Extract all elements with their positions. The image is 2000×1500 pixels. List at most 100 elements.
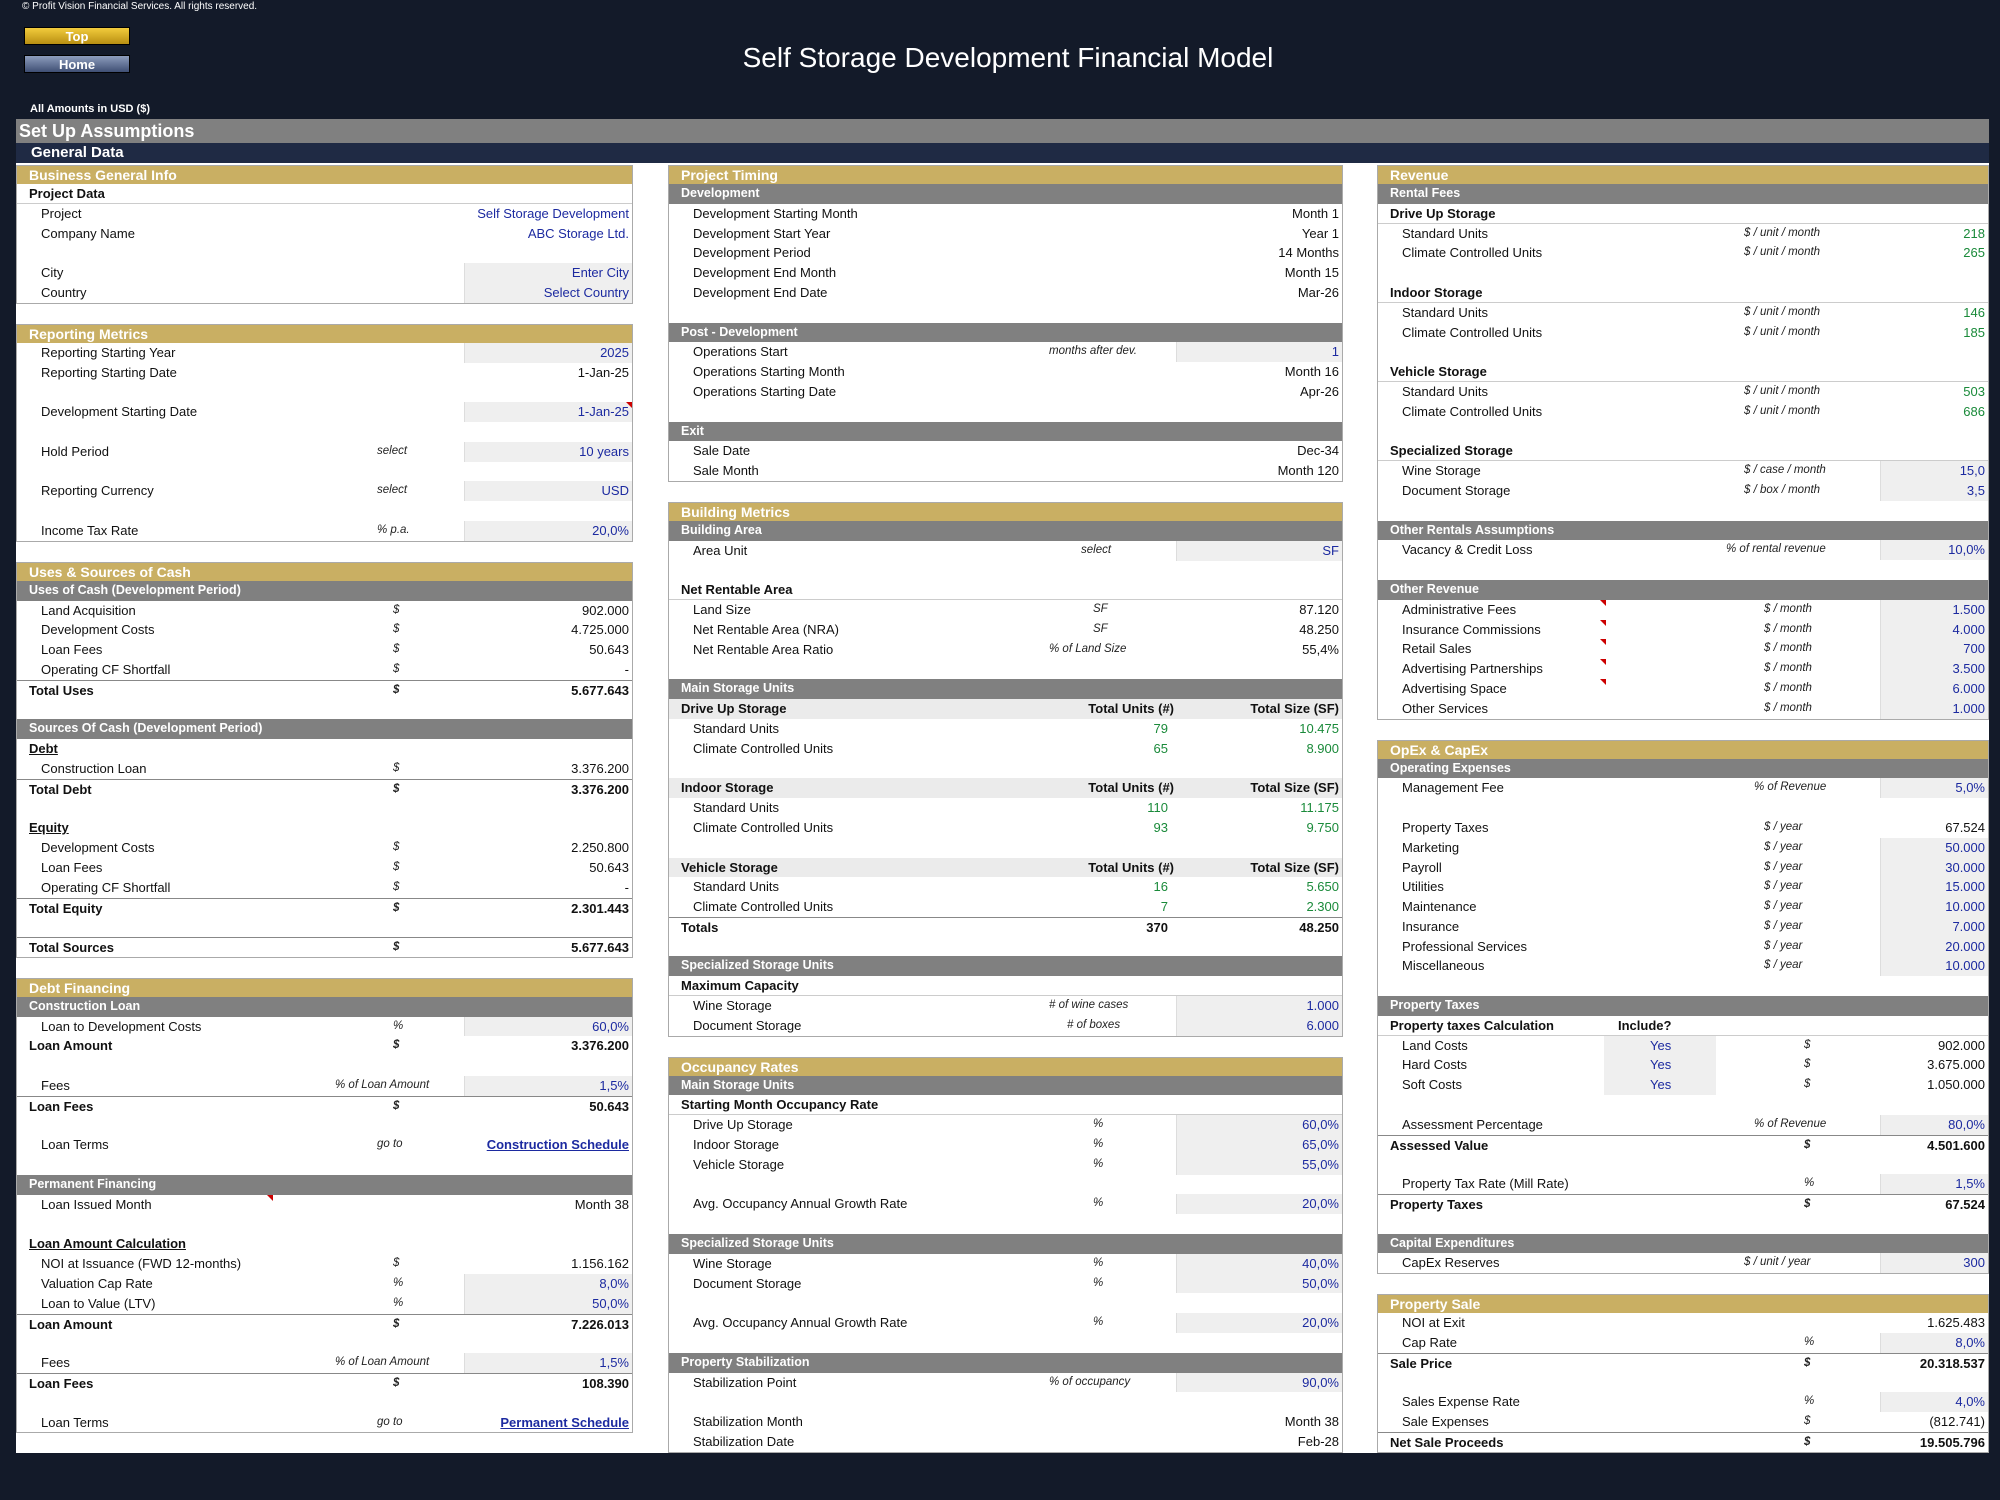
- include-select[interactable]: Yes: [1650, 1057, 1672, 1073]
- vacancy-input[interactable]: 10,0%: [1948, 542, 1985, 558]
- spacer: [17, 700, 632, 720]
- sale-price-row: Sale Price $20.318.537: [1378, 1352, 1988, 1373]
- unit-label: % of Revenue: [1754, 1117, 1827, 1130]
- construction-schedule-link[interactable]: Construction Schedule: [486, 1137, 629, 1153]
- p-loan-amount-row: Loan Amount $7.226.013: [17, 1313, 632, 1334]
- comment-marker-icon[interactable]: [1600, 619, 1606, 626]
- wine-cap-input[interactable]: 1.000: [1306, 998, 1339, 1014]
- dev-date-input[interactable]: 1-Jan-25: [577, 404, 629, 420]
- other-rev-input[interactable]: 1.000: [1952, 700, 1985, 716]
- permanent-schedule-link[interactable]: Permanent Schedule: [500, 1414, 629, 1430]
- row-label: Loan Amount Calculation: [29, 1236, 186, 1252]
- p-fees-row: Fees % of Loan Amount 1,5%: [17, 1353, 632, 1374]
- opex-input[interactable]: 10.000: [1945, 899, 1985, 915]
- group-label: Vehicle Storage: [681, 859, 778, 875]
- sources-row: Operating CF Shortfall $ -: [17, 878, 632, 898]
- other-rev-input[interactable]: 4.000: [1952, 621, 1985, 637]
- row-label: Country: [41, 284, 87, 300]
- spacer: [1378, 798, 1988, 818]
- unit-label: # of boxes: [1067, 1018, 1121, 1031]
- growth-input[interactable]: 20,0%: [1302, 1196, 1339, 1212]
- opex-input[interactable]: 15.000: [1945, 879, 1985, 895]
- comment-marker-icon[interactable]: [1600, 599, 1606, 606]
- top-button[interactable]: Top: [24, 27, 130, 45]
- ltv-input[interactable]: 50,0%: [592, 1295, 629, 1311]
- doc-cap-input[interactable]: 6.000: [1306, 1017, 1339, 1033]
- row-label: Marketing: [1402, 839, 1460, 855]
- spacer: [1378, 422, 1988, 442]
- ltdc-input[interactable]: 60,0%: [592, 1018, 629, 1034]
- opex-input[interactable]: 30.000: [1945, 859, 1985, 875]
- row-label: Wine Storage: [1402, 463, 1481, 479]
- section-header: Reporting Metrics: [17, 324, 632, 343]
- spacer: [669, 1333, 1342, 1353]
- cap-input[interactable]: 8,0%: [599, 1276, 629, 1292]
- growth-input[interactable]: 20,0%: [1302, 1315, 1339, 1331]
- other-rev-input[interactable]: 3.500: [1952, 661, 1985, 677]
- other-rev-input[interactable]: 700: [1963, 641, 1985, 657]
- city-input[interactable]: Enter City: [571, 265, 629, 281]
- rent-row: Climate Controlled Units $ / unit / month…: [1378, 323, 1988, 343]
- doc-rent-input[interactable]: 3,5: [1966, 482, 1985, 498]
- stab-point-input[interactable]: 90,0%: [1302, 1374, 1339, 1390]
- comment-marker-icon[interactable]: [1600, 678, 1606, 685]
- occ-input[interactable]: 50,0%: [1302, 1275, 1339, 1291]
- opex-input[interactable]: 10.000: [1945, 958, 1985, 974]
- other-rev-input[interactable]: 6.000: [1952, 680, 1985, 696]
- unit-label: $: [393, 1039, 400, 1052]
- wine-rent-input[interactable]: 15,0: [1959, 463, 1985, 479]
- capex-input[interactable]: 300: [1963, 1255, 1985, 1271]
- comment-marker-icon[interactable]: [1600, 659, 1606, 666]
- column-header: Total Units (#): [1088, 701, 1174, 717]
- tax-input[interactable]: 20,0%: [592, 522, 629, 538]
- company-value[interactable]: ABC Storage Ltd.: [527, 225, 629, 241]
- currency-select[interactable]: USD: [601, 483, 629, 499]
- comment-marker-icon[interactable]: [1600, 639, 1606, 646]
- input-cell: [464, 1293, 632, 1314]
- opex-input[interactable]: 20.000: [1945, 938, 1985, 954]
- cap-rate-input[interactable]: 8,0%: [1955, 1335, 1985, 1351]
- ops-start-input[interactable]: 1: [1331, 344, 1339, 360]
- ptaxes-row: Property Taxes $67.524: [1378, 1194, 1988, 1214]
- hold-select[interactable]: 10 years: [579, 443, 629, 459]
- input-cell: [1880, 936, 1988, 957]
- value: Month 15: [1284, 265, 1339, 281]
- occ-input[interactable]: 65,0%: [1302, 1137, 1339, 1153]
- timing-row: Sale Date Dec-34: [669, 441, 1342, 461]
- other-rev-row: Retail Sales $ / month 700: [1378, 639, 1988, 660]
- include-select[interactable]: Yes: [1650, 1077, 1672, 1093]
- unit-label: $: [393, 1317, 400, 1330]
- unit-label: $ / unit / month: [1744, 404, 1821, 417]
- project-value[interactable]: Self Storage Development: [477, 205, 629, 221]
- row-label: Avg. Occupancy Annual Growth Rate: [693, 1196, 908, 1212]
- input-cell: [1176, 1115, 1342, 1136]
- ptax-row: Soft Costs Yes $1.050.000: [1378, 1075, 1988, 1096]
- occ-input[interactable]: 60,0%: [1302, 1117, 1339, 1133]
- left-column: Business General Info Project Data Proje…: [16, 165, 633, 1453]
- include-select[interactable]: Yes: [1650, 1037, 1672, 1053]
- mgmt-input[interactable]: 5,0%: [1955, 780, 1985, 796]
- unit-label: $: [393, 941, 400, 954]
- area-unit-select[interactable]: SF: [1322, 542, 1339, 558]
- mill-input[interactable]: 1,5%: [1955, 1176, 1985, 1192]
- other-rev-input[interactable]: 1.500: [1952, 601, 1985, 617]
- fees-input[interactable]: 1,5%: [599, 1078, 629, 1094]
- opex-input[interactable]: 50.000: [1945, 839, 1985, 855]
- opex-input[interactable]: 7.000: [1952, 918, 1985, 934]
- report-year-input[interactable]: 2025: [600, 344, 629, 360]
- comment-marker-icon[interactable]: [267, 1194, 273, 1201]
- unit-label: $: [393, 683, 400, 696]
- row-label: Loan Issued Month: [41, 1196, 152, 1212]
- country-select[interactable]: Select Country: [543, 284, 629, 300]
- row-label: Loan Fees: [29, 1098, 94, 1114]
- exp-rate-input[interactable]: 4,0%: [1955, 1394, 1985, 1410]
- row-label: Indoor Storage: [693, 1137, 780, 1153]
- comment-marker-icon[interactable]: [626, 402, 632, 409]
- assess-pct-input[interactable]: 80,0%: [1948, 1116, 1985, 1132]
- subheader: Exit: [669, 421, 1342, 442]
- occ-input[interactable]: 55,0%: [1302, 1156, 1339, 1172]
- occ-input[interactable]: 40,0%: [1302, 1255, 1339, 1271]
- home-button[interactable]: Home: [24, 55, 130, 73]
- p-fees-input[interactable]: 1,5%: [599, 1355, 629, 1371]
- row-label: Climate Controlled Units: [693, 740, 834, 756]
